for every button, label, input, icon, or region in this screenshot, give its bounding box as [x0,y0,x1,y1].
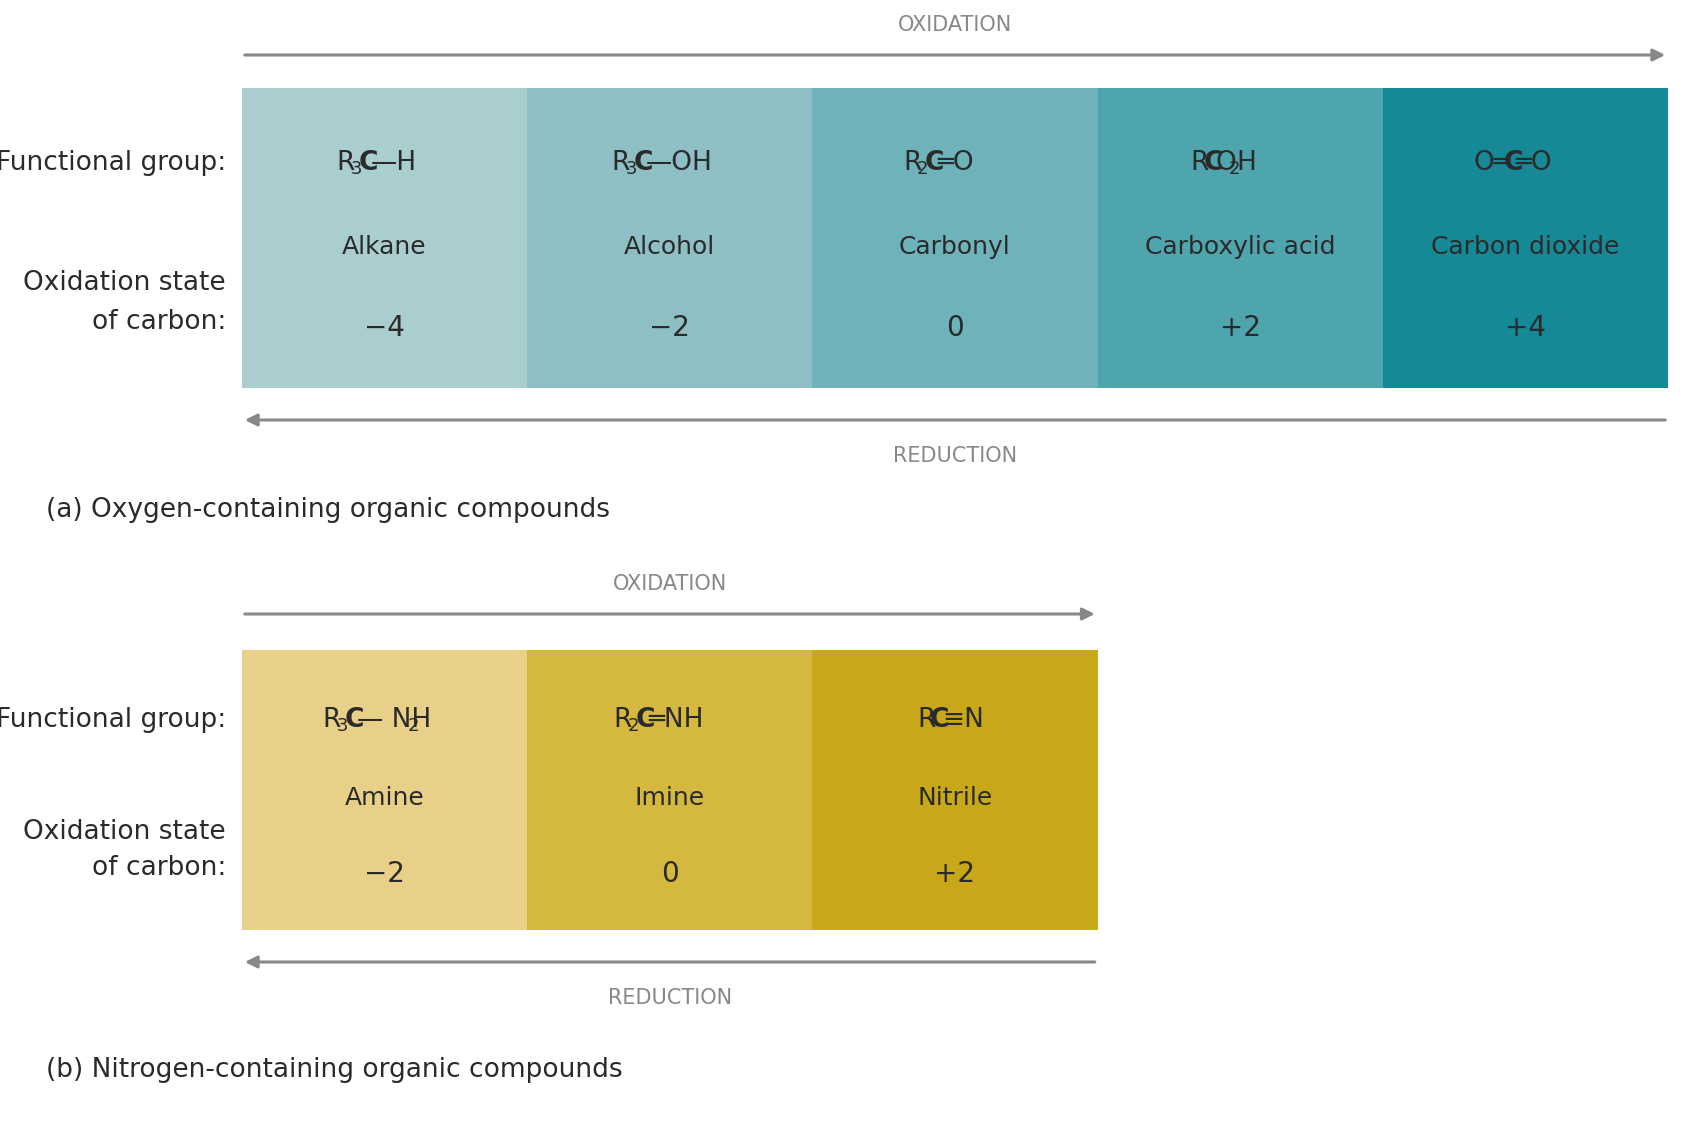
Text: (b) Nitrogen-containing organic compounds: (b) Nitrogen-containing organic compound… [46,1057,622,1083]
Text: +2: +2 [1219,313,1260,342]
Text: Alcohol: Alcohol [624,235,714,259]
Bar [812,88,1096,388]
Text: C: C [344,707,363,733]
Text: R: R [612,150,629,176]
Text: 3: 3 [626,160,638,178]
Text: ═NH: ═NH [648,707,702,733]
Text: 0: 0 [946,313,963,342]
Text: O═: O═ [1473,150,1509,176]
Text: R: R [902,150,921,176]
Text: 3: 3 [351,160,361,178]
Text: C: C [358,150,379,176]
Text: R: R [322,707,341,733]
Text: Functional group:: Functional group: [0,707,225,733]
Text: ≡N: ≡N [941,707,984,733]
Bar [242,88,527,388]
Text: of carbon:: of carbon: [92,856,225,881]
Text: Nitrile: Nitrile [917,786,992,810]
Text: Oxidation state: Oxidation state [24,819,225,845]
Text: H: H [1236,150,1255,176]
Text: OXIDATION: OXIDATION [612,574,726,594]
Text: 2: 2 [1228,160,1240,178]
Bar [1096,88,1383,388]
Text: +4: +4 [1504,313,1545,342]
Text: C: C [636,707,655,733]
Text: C: C [1202,150,1222,176]
Text: Amine: Amine [344,786,425,810]
Text: R: R [614,707,633,733]
Text: O: O [1214,150,1234,176]
Text: ═O: ═O [1514,150,1552,176]
Text: of carbon:: of carbon: [92,309,225,335]
Text: R: R [917,707,934,733]
Text: +2: +2 [934,860,975,888]
Text: R: R [336,150,355,176]
Text: C: C [634,150,653,176]
Text: OXIDATION: OXIDATION [897,15,1011,35]
Text: —OH: —OH [646,150,713,176]
Text: ═O: ═O [936,150,974,176]
Text: Functional group:: Functional group: [0,150,225,176]
Text: Alkane: Alkane [343,235,426,259]
Bar [812,650,1096,930]
Text: Carboxylic acid: Carboxylic acid [1144,235,1335,259]
Text: C: C [1502,150,1523,176]
Bar [1383,88,1667,388]
Text: 0: 0 [660,860,679,888]
Text: C: C [929,707,948,733]
Text: REDUCTION: REDUCTION [607,988,731,1008]
Text: 2: 2 [407,717,419,734]
Text: 3: 3 [336,717,348,734]
Text: Carbon dioxide: Carbon dioxide [1430,235,1618,259]
Text: Imine: Imine [634,786,704,810]
Text: R: R [1190,150,1207,176]
Text: — NH: — NH [356,707,431,733]
Text: (a) Oxygen-containing organic compounds: (a) Oxygen-containing organic compounds [46,496,610,523]
Text: 2: 2 [627,717,639,734]
Text: 2: 2 [917,160,928,178]
Bar [242,650,527,930]
Text: −2: −2 [650,313,691,342]
Text: Carbonyl: Carbonyl [899,235,1011,259]
Bar [527,650,812,930]
Text: REDUCTION: REDUCTION [892,446,1016,466]
Text: C: C [924,150,945,176]
Text: Oxidation state: Oxidation state [24,270,225,296]
Text: −2: −2 [363,860,404,888]
Text: −4: −4 [363,313,404,342]
Bar [527,88,812,388]
Text: —H: —H [370,150,416,176]
